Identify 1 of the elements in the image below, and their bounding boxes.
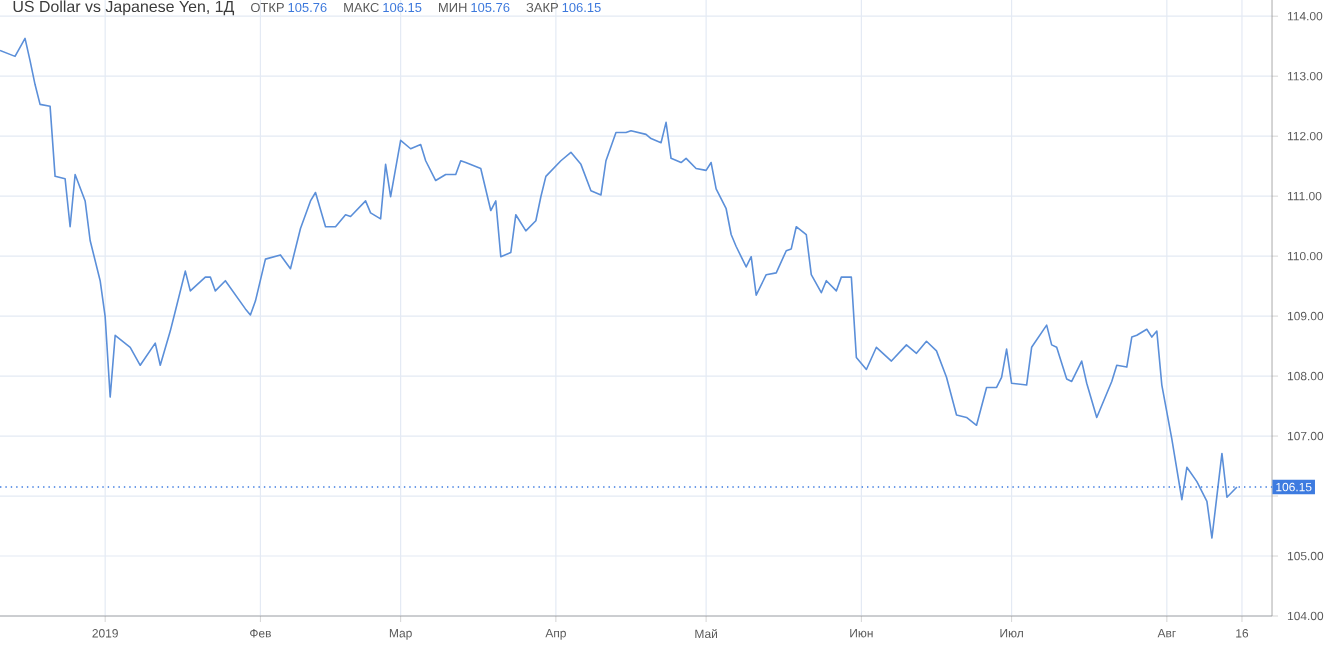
line-series [0,37,1238,539]
